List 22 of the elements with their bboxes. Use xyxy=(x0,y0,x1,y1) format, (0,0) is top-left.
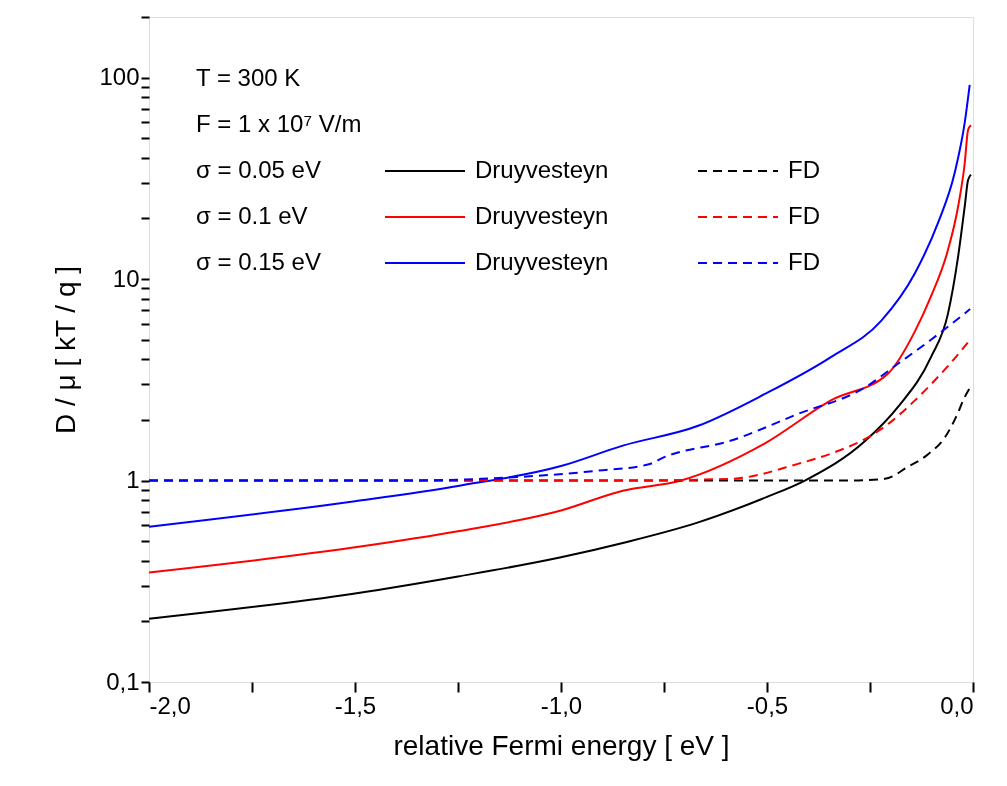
legend-label: FD xyxy=(788,156,820,183)
x-tick-label: -1,5 xyxy=(334,691,377,719)
annotation: σ = 0.05 eV xyxy=(196,156,321,183)
y-tick-label: 100 xyxy=(99,63,140,91)
x-tick-label: -1,0 xyxy=(540,691,583,719)
legend-label: FD xyxy=(788,202,820,229)
annotation: T = 300 K xyxy=(196,64,301,91)
x-tick-label: -0,5 xyxy=(746,691,789,719)
legend-label: FD xyxy=(788,248,820,275)
y-tick-label: 10 xyxy=(112,264,140,292)
annotation: σ = 0.1 eV xyxy=(196,202,308,229)
y-axis-title: D / μ [ kT / q ] xyxy=(50,265,82,435)
annotation: σ = 0.15 eV xyxy=(196,248,321,275)
legend-label: Druyvesteyn xyxy=(475,156,609,183)
x-tick-label: 0,0 xyxy=(940,691,974,719)
legend-label: Druyvesteyn xyxy=(475,248,609,275)
annotation: F = 1 x 10⁷ V/m xyxy=(196,110,362,137)
legend-label: Druyvesteyn xyxy=(475,202,609,229)
y-tick-label: 1 xyxy=(126,466,140,494)
x-axis-title: relative Fermi energy [ eV ] xyxy=(393,729,730,761)
y-tick-label: 0,1 xyxy=(106,667,140,695)
x-tick-label: -2,0 xyxy=(149,691,191,719)
